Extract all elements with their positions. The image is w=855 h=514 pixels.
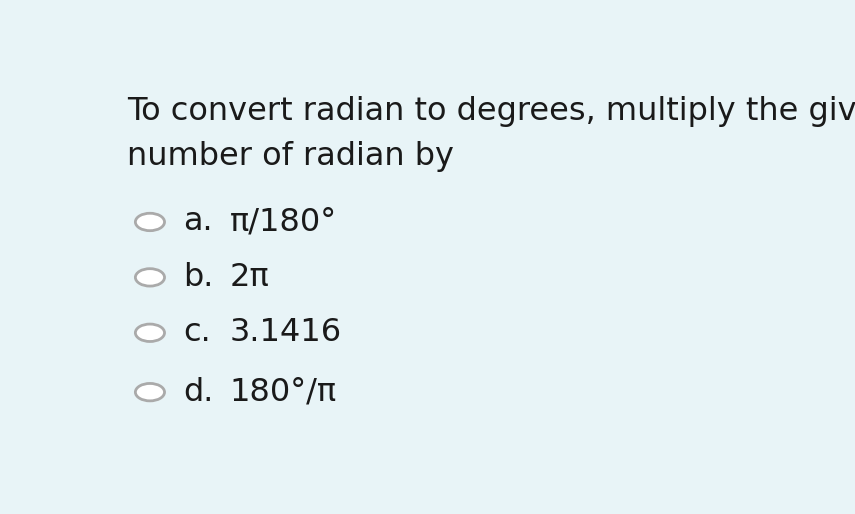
Circle shape [135,324,164,341]
Circle shape [135,383,164,401]
Text: 180°/π: 180°/π [229,377,337,408]
Text: 2π: 2π [229,262,269,293]
Text: c.: c. [183,317,211,348]
Text: b.: b. [183,262,214,293]
Text: a.: a. [183,207,213,237]
Text: d.: d. [183,377,214,408]
Text: To convert radian to degrees, multiply the given: To convert radian to degrees, multiply t… [127,96,855,126]
Text: number of radian by: number of radian by [127,141,454,172]
Circle shape [135,213,164,231]
Circle shape [135,269,164,286]
Text: π/180°: π/180° [229,207,337,237]
Text: 3.1416: 3.1416 [229,317,342,348]
